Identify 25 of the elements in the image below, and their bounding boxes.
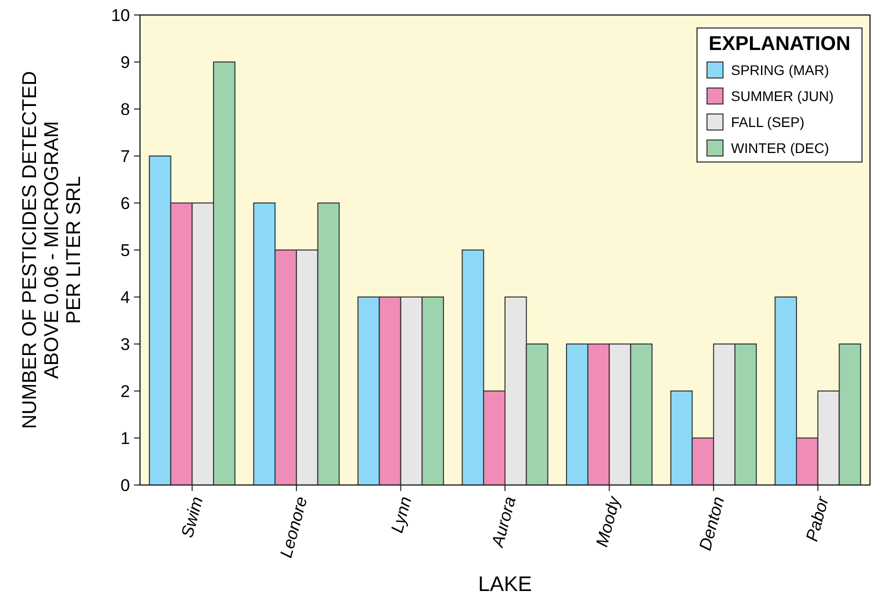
legend-label: WINTER (DEC) bbox=[731, 140, 829, 156]
y-tick-label: 5 bbox=[120, 240, 130, 260]
x-tick-label: Swim bbox=[178, 494, 207, 540]
x-tick-label: Leonore bbox=[276, 494, 312, 560]
x-tick-label: Aurora bbox=[488, 494, 520, 550]
legend-label: FALL (SEP) bbox=[731, 114, 804, 130]
y-tick-label: 7 bbox=[120, 146, 130, 166]
y-tick-label: 9 bbox=[120, 52, 130, 72]
x-tick-label: Lynn bbox=[388, 494, 416, 535]
y-tick-label: 10 bbox=[111, 6, 130, 25]
y-tick-label: 6 bbox=[120, 194, 130, 213]
x-tick-label: Moody bbox=[592, 493, 624, 549]
y-tick-label: 4 bbox=[120, 288, 130, 307]
y-tick-label: 0 bbox=[120, 476, 130, 495]
x-axis-title: LAKE bbox=[478, 573, 532, 596]
y-tick-label: 3 bbox=[120, 334, 130, 354]
y-tick-label: 2 bbox=[120, 382, 130, 401]
legend-label: SUMMER (JUN) bbox=[731, 88, 834, 104]
x-tick-label: Pabor bbox=[802, 493, 833, 544]
legend-title: EXPLANATION bbox=[708, 33, 850, 55]
y-axis-title: NUMBER OF PESTICIDES DETECTED ABOVE 0.06 - MICROGRAM PER LITER SRL bbox=[19, 71, 85, 429]
y-tick-label: 8 bbox=[120, 100, 130, 119]
y-tick-label: 1 bbox=[120, 428, 130, 448]
x-tick-label: Denton bbox=[696, 494, 728, 553]
legend-label: SPRING (MAR) bbox=[731, 62, 829, 78]
